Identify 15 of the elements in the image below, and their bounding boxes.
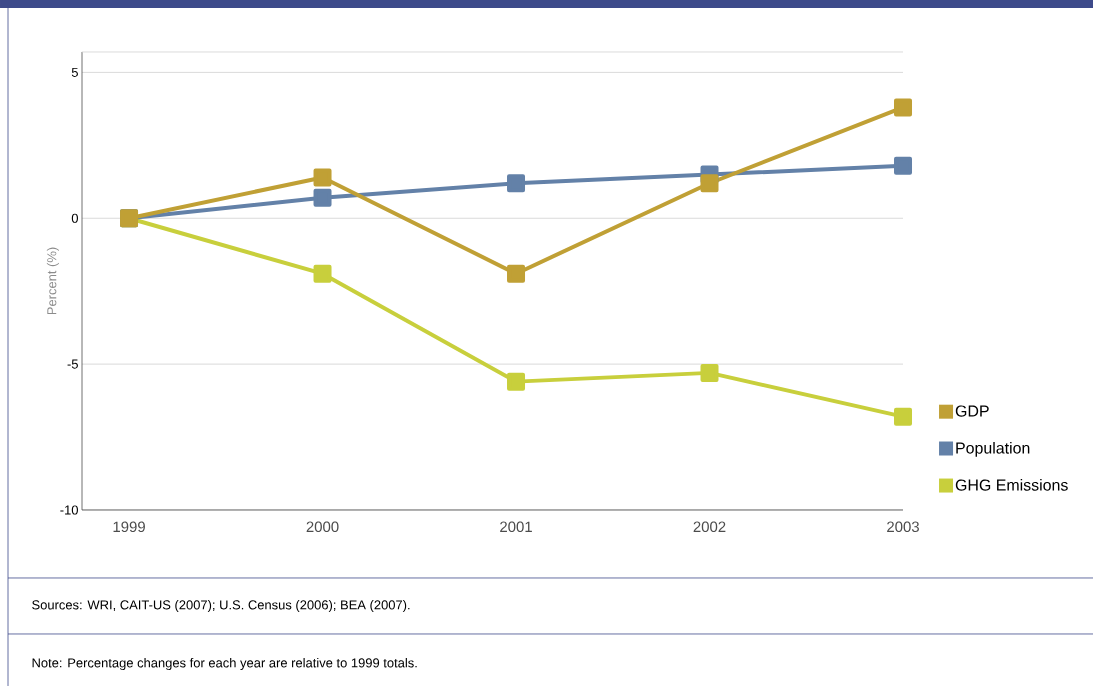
x-tick-label: 2002 (693, 521, 726, 533)
legend-label: GDP (955, 405, 989, 417)
x-tick-label: 2003 (887, 521, 919, 533)
y-tick-label: 0 (71, 213, 78, 223)
legend-label: GHG Emissions (955, 479, 1068, 491)
y-axis-title: Percent (%) (46, 247, 59, 315)
text: Note: Percentage changes for each year are relative to 1999 totals. (32, 657, 417, 671)
y-tick-label: -10 (60, 505, 78, 515)
source-note: Sources: WRI, CAIT-US (2007); U.S. Census (2006); BEA (2007). (32, 599, 410, 613)
y-tick-label: -5 (67, 359, 78, 369)
legend-label: Population (956, 441, 1030, 457)
x-tick-label: 1999 (113, 521, 145, 533)
x-tick-label: 2001 (500, 521, 532, 533)
x-tick-label: 2000 (306, 521, 339, 533)
y-tick-label: 5 (71, 67, 78, 77)
